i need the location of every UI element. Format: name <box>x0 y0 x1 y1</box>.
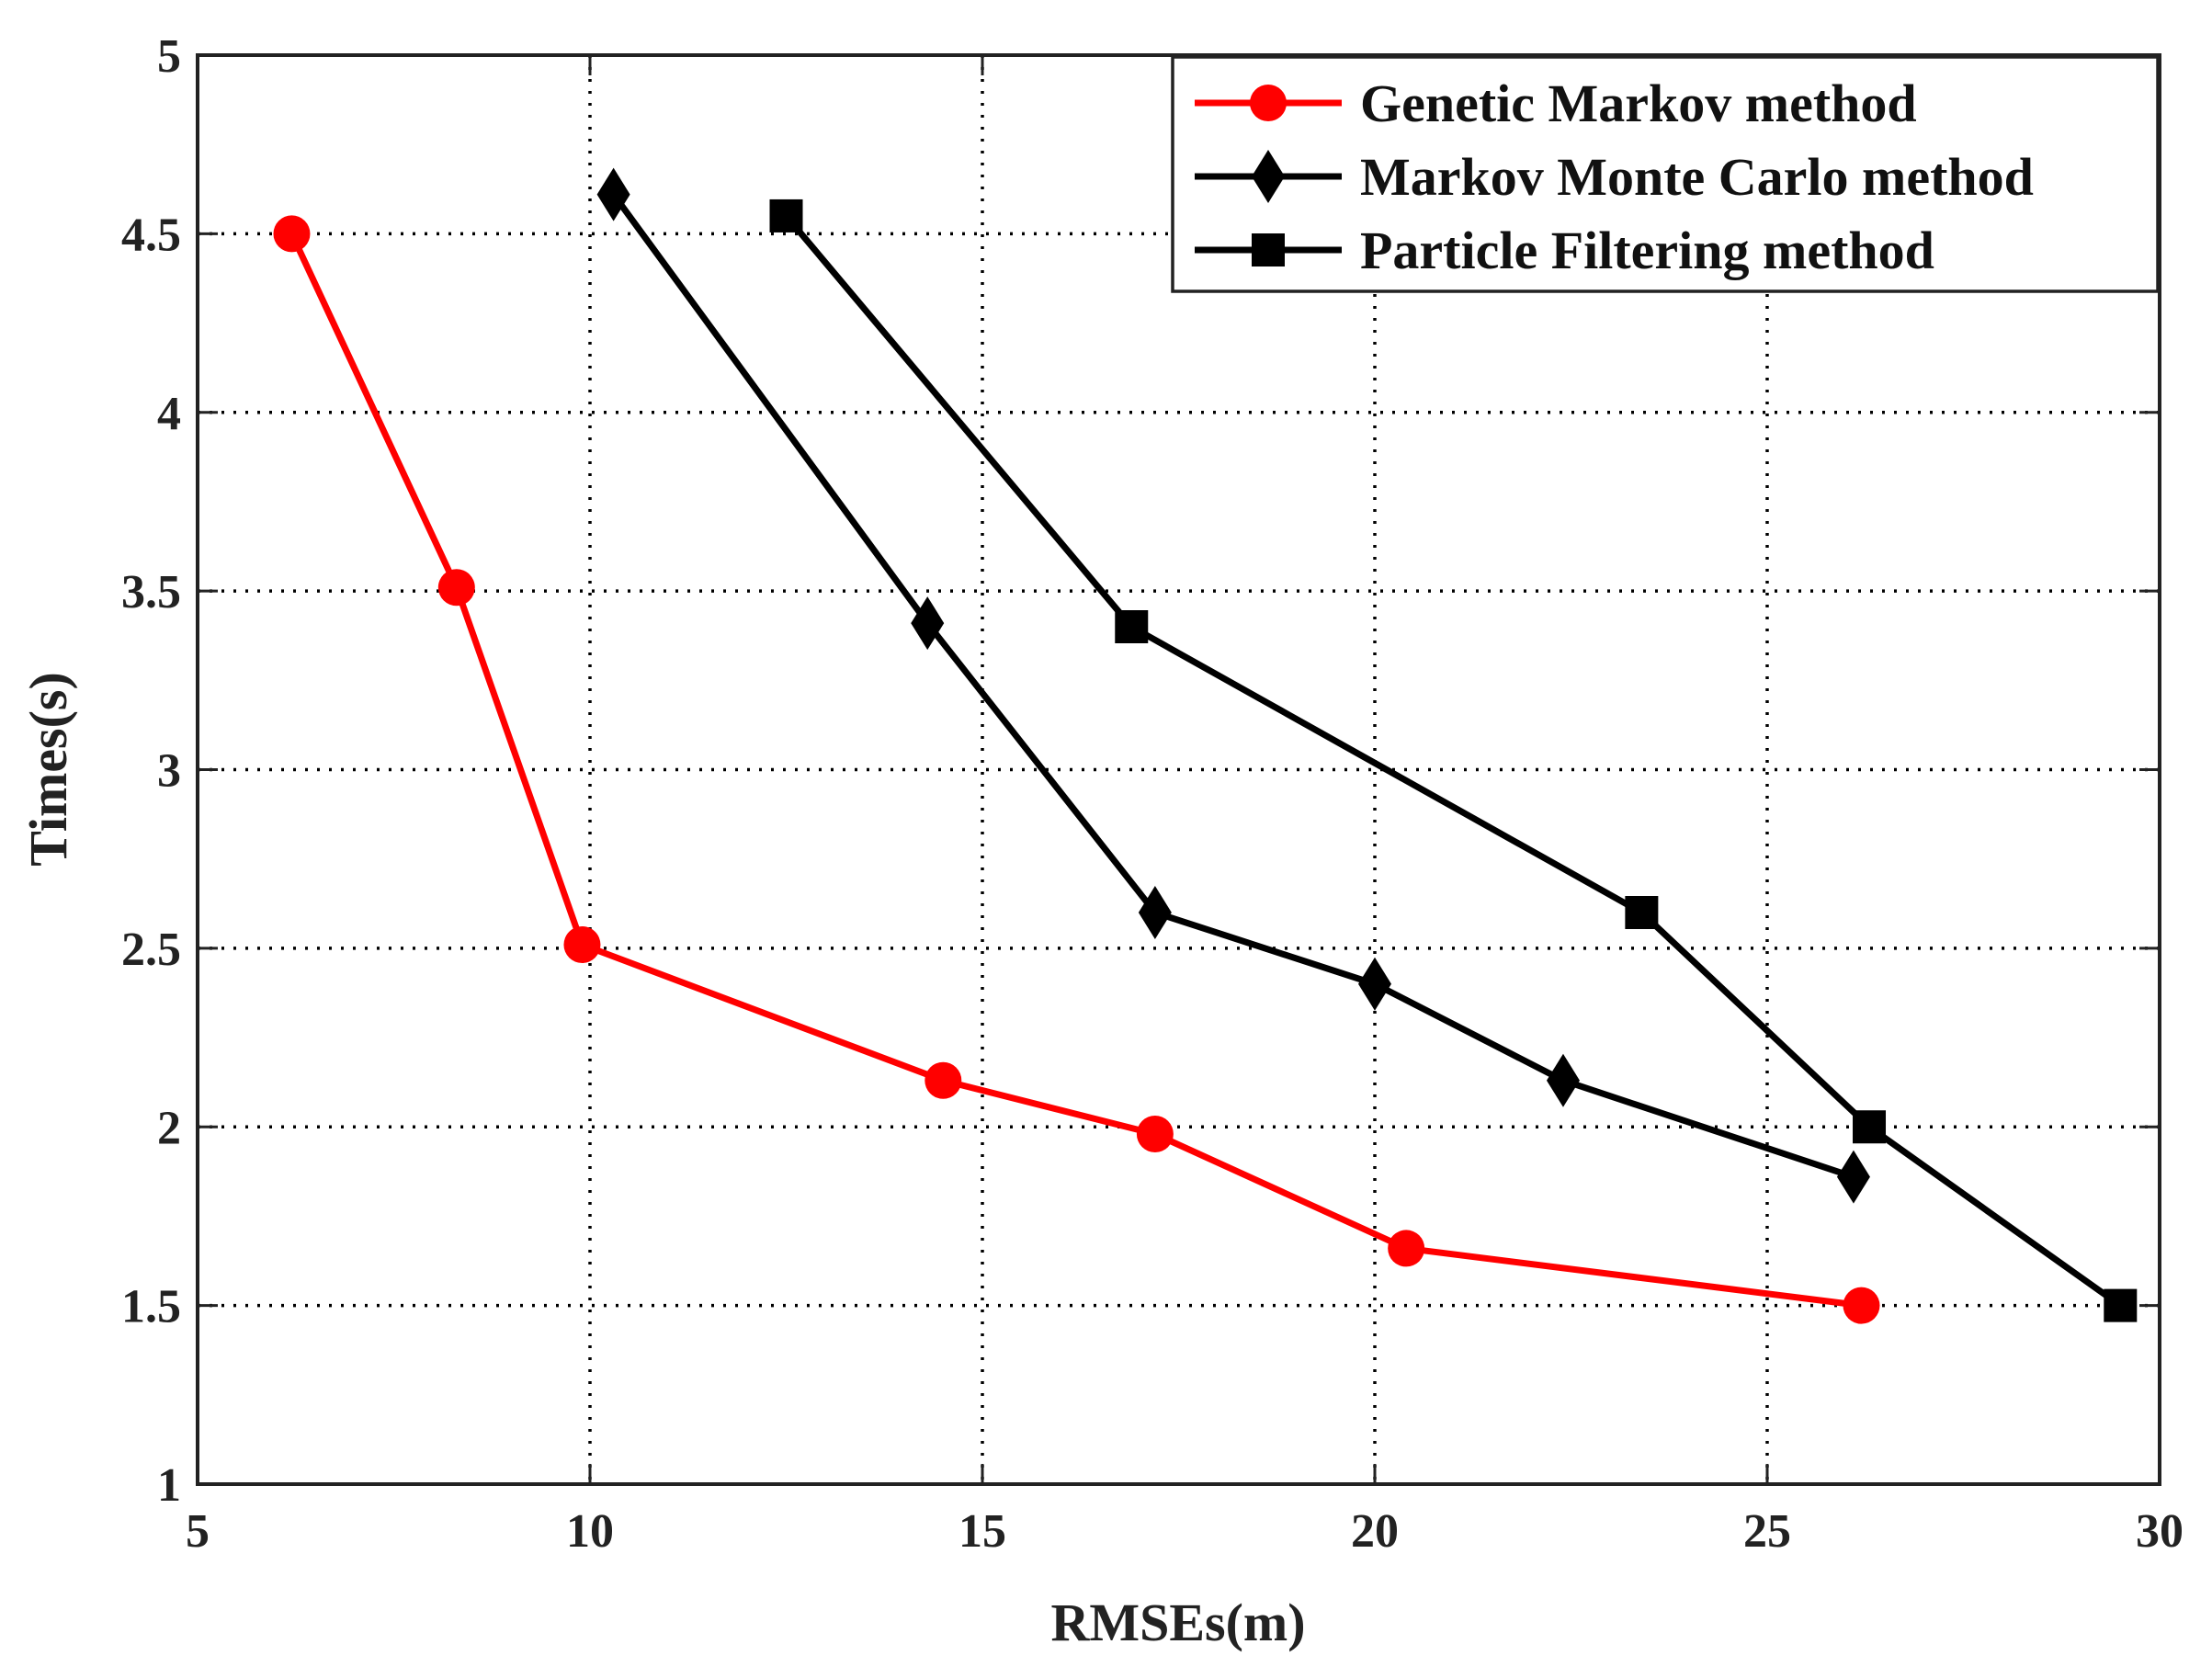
series-1 <box>273 215 1880 1324</box>
series-layer <box>273 167 2138 1324</box>
y-tick-label: 3 <box>157 745 181 798</box>
legend-label: Markov Monte Carlo method <box>1360 147 2034 207</box>
x-tick-label: 30 <box>2136 1505 2184 1558</box>
data-point <box>1115 610 1149 643</box>
data-point <box>1388 1230 1425 1267</box>
x-axis-label: RMSEs(m) <box>1050 1593 1305 1652</box>
x-tick-label: 5 <box>186 1505 210 1558</box>
data-point <box>769 198 803 232</box>
data-point <box>273 215 311 253</box>
y-tick-label: 2 <box>157 1102 181 1154</box>
legend-marker <box>1252 150 1285 203</box>
data-point <box>925 1061 962 1099</box>
x-tick-label: 20 <box>1351 1505 1399 1558</box>
data-point <box>2104 1288 2138 1322</box>
y-tick-label: 2.5 <box>121 924 181 976</box>
data-point <box>1836 1150 1870 1204</box>
y-tick-label: 3.5 <box>121 566 181 618</box>
data-point <box>1136 1116 1174 1153</box>
series-line <box>610 192 1855 1180</box>
legend-entry: Particle Filtering method <box>1195 221 1934 280</box>
data-point <box>911 596 945 651</box>
series-2 <box>596 167 1870 1204</box>
y-tick-label: 4 <box>157 388 181 440</box>
legend-entry: Markov Monte Carlo method <box>1195 147 2034 207</box>
data-point <box>1138 886 1172 939</box>
legend-marker <box>1252 233 1285 266</box>
data-point <box>1546 1053 1580 1107</box>
data-point <box>596 167 630 221</box>
legend-marker <box>1250 85 1287 121</box>
series-3 <box>769 198 2138 1322</box>
legend-label: Genetic Markov method <box>1360 74 1917 133</box>
x-tick-label: 25 <box>1743 1505 1791 1558</box>
y-axis-label: Times(s) <box>18 672 78 867</box>
legend-label: Particle Filtering method <box>1360 221 1934 280</box>
data-point <box>1625 896 1659 929</box>
legend-entry: Genetic Markov method <box>1195 74 1917 133</box>
data-point <box>1843 1287 1880 1324</box>
data-point <box>1853 1110 1887 1144</box>
data-point <box>563 925 601 963</box>
x-tick-label: 10 <box>566 1505 614 1558</box>
y-tick-label: 1.5 <box>121 1281 181 1333</box>
y-tick-label: 5 <box>157 30 181 83</box>
legend-items: Genetic Markov method Markov Monte Carlo … <box>1195 74 2034 280</box>
y-tick-label: 4.5 <box>121 209 181 261</box>
data-point <box>437 569 475 607</box>
x-tick-label: 15 <box>959 1505 1006 1558</box>
y-tick-label: 1 <box>157 1459 181 1512</box>
x-tick-labels: 5 10 15 20 25 30 <box>186 1505 2184 1558</box>
y-tick-labels: 1 1.5 2 2.5 3 3.5 4 4.5 5 <box>121 30 181 1512</box>
data-point <box>1358 957 1391 1011</box>
legend: Genetic Markov method Markov Monte Carlo … <box>1171 55 2160 293</box>
